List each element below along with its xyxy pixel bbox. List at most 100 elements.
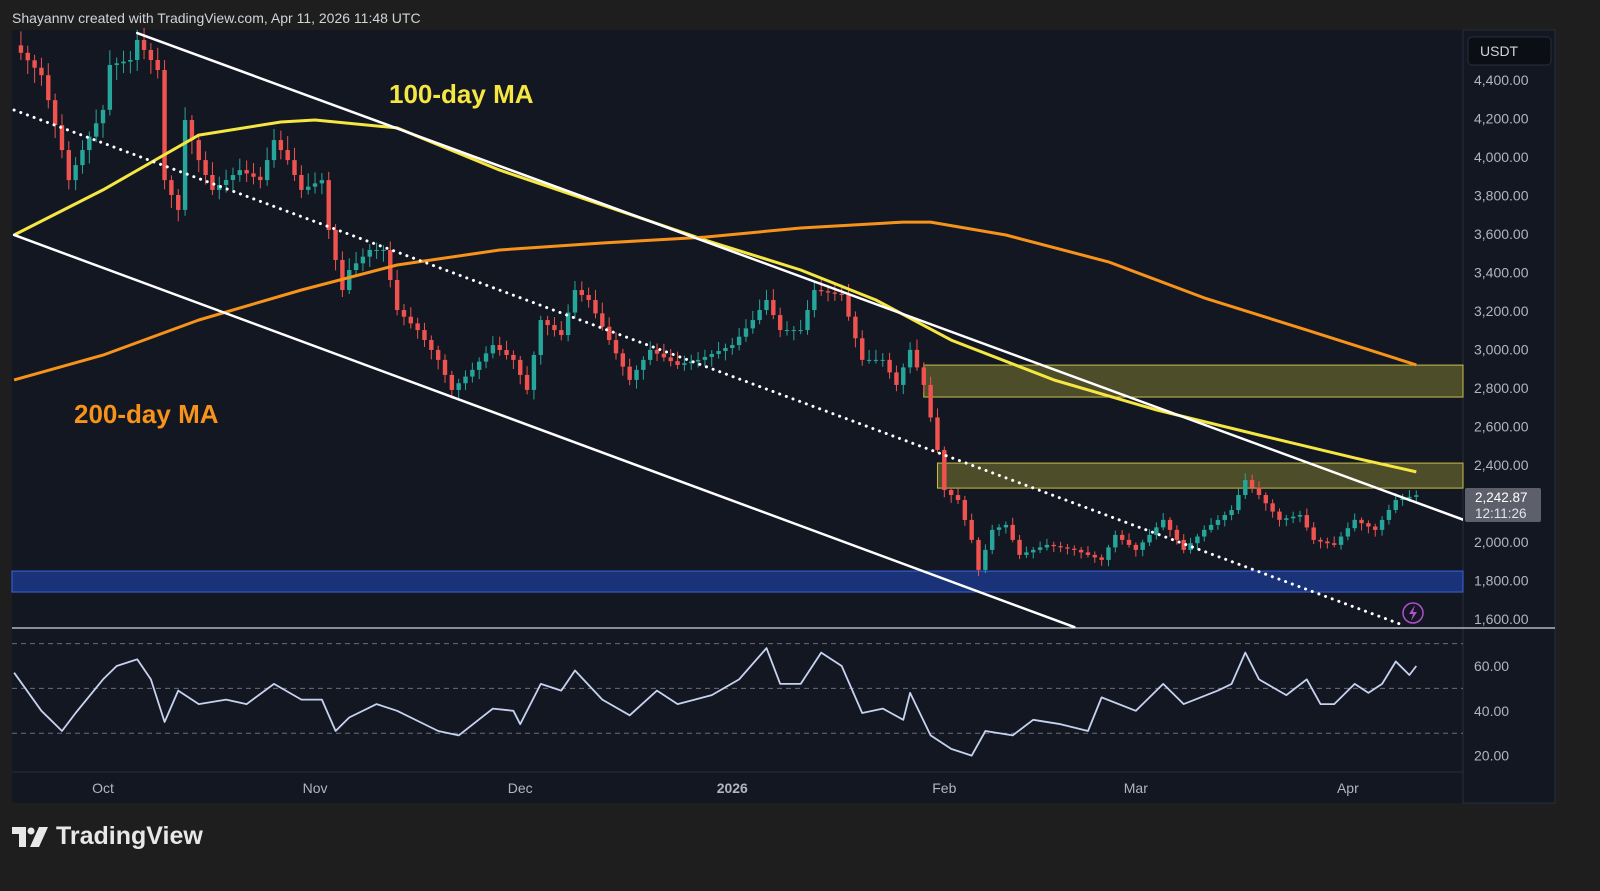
candle-body — [1133, 544, 1139, 550]
candle-body — [442, 359, 448, 375]
price-tick-label: 2,000.00 — [1474, 534, 1529, 550]
candle-body — [422, 330, 427, 341]
last-price-label: 2,242.87 12:11:26 — [1465, 488, 1541, 522]
candle-body — [435, 349, 441, 360]
candle-body — [128, 59, 133, 62]
candle-body — [1366, 523, 1371, 527]
ma-100-line — [13, 118, 1417, 474]
candle-body — [353, 263, 359, 270]
candle-body — [388, 249, 393, 281]
candle-body — [606, 326, 612, 341]
tradingview-logo-icon — [12, 826, 48, 847]
candle-body — [887, 359, 892, 373]
candle-body — [552, 325, 557, 331]
candle-body — [1325, 541, 1330, 544]
candle-body — [853, 316, 858, 339]
candle-body — [962, 500, 968, 520]
candle-body — [866, 359, 872, 361]
candle-body — [935, 417, 940, 450]
lightning-icon[interactable] — [1402, 602, 1424, 624]
candle-body — [401, 310, 407, 317]
tradingview-logo[interactable]: TradingView — [12, 822, 203, 851]
candle-body — [504, 350, 509, 355]
candle-body — [312, 183, 318, 187]
candle-body — [1037, 547, 1043, 550]
candle-body — [907, 349, 913, 368]
candle-body — [969, 519, 974, 540]
candle-body — [1167, 519, 1173, 530]
candle-body — [141, 39, 147, 50]
candle-body — [914, 349, 920, 368]
candle-body — [976, 539, 981, 570]
candle-body — [1051, 544, 1056, 547]
candle-body — [1400, 498, 1405, 501]
candle-body — [1202, 529, 1207, 537]
candle-body — [347, 269, 352, 291]
candle-body — [1407, 496, 1412, 499]
candle-body — [367, 249, 372, 257]
candle-body — [798, 330, 803, 332]
price-tick-label: 3,200.00 — [1474, 303, 1529, 319]
candle-body — [1181, 539, 1186, 550]
candle-body — [784, 330, 790, 332]
candle-body — [182, 120, 188, 210]
candle-body — [1284, 518, 1289, 520]
candle-body — [675, 361, 680, 365]
ma-200-line — [13, 220, 1417, 382]
channel-trendline[interactable] — [12, 233, 1076, 628]
candle-body — [429, 340, 434, 350]
rsi-tick-label: 40.00 — [1474, 703, 1509, 719]
candle-body — [135, 39, 140, 60]
candle-body — [73, 165, 78, 181]
candle-body — [654, 349, 660, 354]
candle-body — [299, 174, 304, 190]
candle-body — [948, 490, 954, 496]
candle-body — [1304, 515, 1310, 528]
candle-body — [1379, 519, 1385, 530]
candle-body — [1058, 546, 1063, 548]
dotted-trendline[interactable] — [12, 108, 1405, 627]
currency-selector[interactable]: USDT — [1467, 36, 1552, 66]
candle-body — [121, 61, 126, 64]
candle-body — [1359, 519, 1364, 524]
zone-yellow-0 — [923, 364, 1464, 398]
candle-body — [271, 140, 277, 161]
candle-body — [408, 316, 413, 324]
candle-body — [66, 150, 71, 181]
price-tick-label: 4,000.00 — [1474, 149, 1529, 165]
candle-body — [107, 64, 113, 110]
time-tick-label: Feb — [932, 780, 956, 796]
channel-trendline[interactable] — [135, 31, 1464, 521]
candle-body — [1386, 509, 1392, 520]
candle-body — [695, 359, 701, 362]
candle-body — [1332, 543, 1337, 545]
candle-body — [477, 361, 482, 370]
candle-body — [771, 300, 776, 316]
candle-body — [1393, 500, 1398, 510]
candle-body — [251, 173, 256, 177]
candle-body — [572, 290, 578, 313]
price-tick-label: 2,600.00 — [1474, 419, 1529, 435]
candle-body — [1290, 516, 1296, 519]
candle-body — [230, 175, 236, 181]
candle-body — [805, 310, 810, 331]
candle-body — [812, 290, 817, 311]
candle-body — [52, 100, 58, 126]
candle-body — [264, 160, 270, 181]
price-axis[interactable] — [1462, 29, 1556, 804]
time-tick-label: 2026 — [717, 780, 748, 796]
time-tick-label: Nov — [303, 780, 328, 796]
candle-body — [641, 359, 646, 370]
candle-body — [497, 345, 502, 351]
candle-body — [162, 69, 167, 181]
candle-body — [1414, 495, 1419, 497]
candle-body — [983, 549, 988, 570]
candle-body — [483, 353, 489, 362]
price-tick-label: 1,800.00 — [1474, 573, 1529, 589]
candle-body — [880, 359, 885, 361]
candle-body — [415, 323, 420, 331]
candle-body — [873, 359, 879, 361]
candle-body — [1215, 519, 1221, 525]
price-tick-label: 3,000.00 — [1474, 342, 1529, 358]
